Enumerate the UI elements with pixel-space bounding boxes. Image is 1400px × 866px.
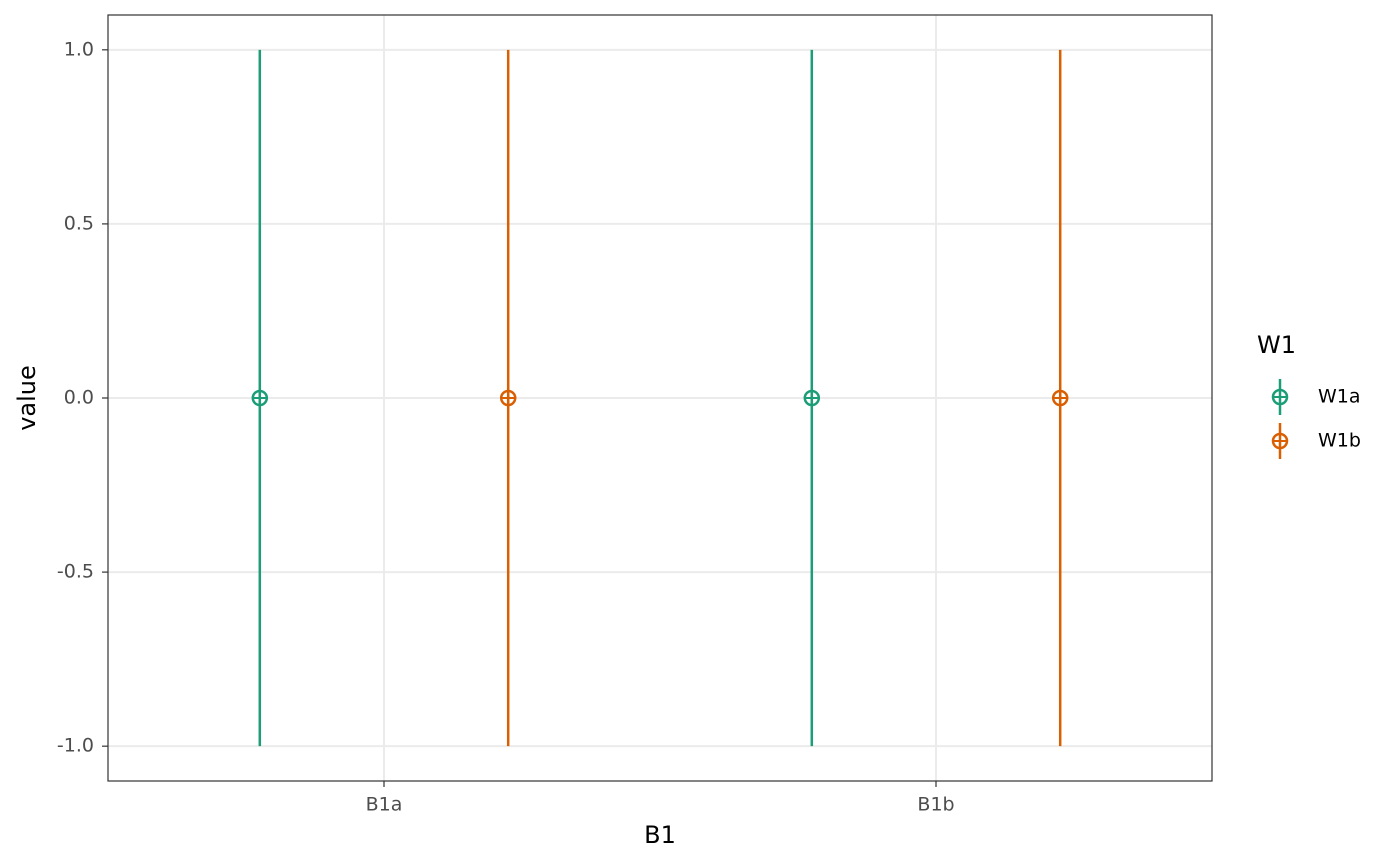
legend-label: W1b	[1318, 430, 1361, 452]
panel-border	[107, 14, 1213, 782]
x-tick-label: B1b	[917, 794, 954, 816]
legend-key	[1271, 432, 1289, 450]
y-axis-label: value	[13, 365, 41, 431]
point	[251, 389, 269, 407]
y-tick-label: 0.5	[64, 212, 94, 234]
y-tick-label: 0.0	[64, 387, 94, 409]
y-tick-label: -1.0	[57, 735, 94, 757]
x-tick-label: B1a	[366, 794, 403, 816]
y-tick-label: 1.0	[64, 38, 94, 60]
y-tick-label: -0.5	[57, 561, 94, 583]
point	[803, 389, 821, 407]
point	[499, 389, 517, 407]
point	[1051, 389, 1069, 407]
legend-title: W1	[1257, 331, 1296, 359]
x-axis-label: B1	[644, 821, 676, 849]
legend-key	[1271, 388, 1289, 406]
legend-label: W1a	[1318, 386, 1361, 408]
